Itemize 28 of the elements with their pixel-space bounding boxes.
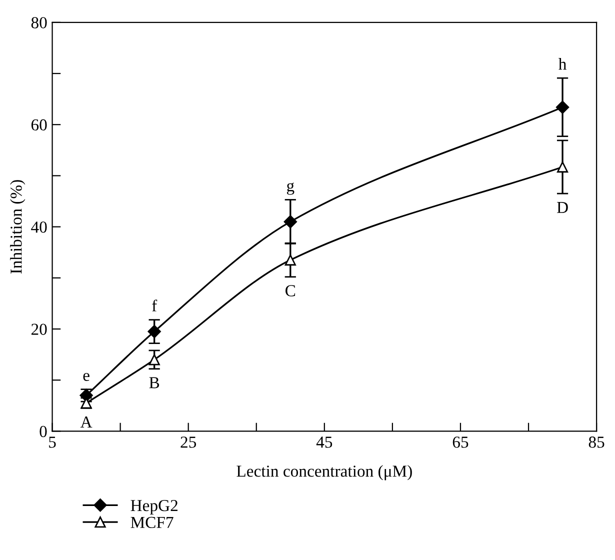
annotation: B xyxy=(149,377,160,388)
y-axis-title: Inhibition (%) xyxy=(10,180,26,274)
point xyxy=(556,100,570,114)
annotation: h xyxy=(558,58,566,70)
annotation: D xyxy=(556,202,568,213)
y-tick-label: 40 xyxy=(31,222,47,233)
annotation: C xyxy=(286,285,296,296)
y-tick-label: 20 xyxy=(31,324,47,335)
point xyxy=(284,254,296,266)
x-tick-label: 65 xyxy=(452,436,468,448)
x-tick-label: 25 xyxy=(180,436,196,448)
annotation: g xyxy=(286,182,294,195)
y-tick-label: 0 xyxy=(40,426,47,438)
annotation: f xyxy=(152,300,158,312)
annotation: e xyxy=(83,372,90,381)
point xyxy=(556,161,568,173)
point xyxy=(284,215,297,228)
point xyxy=(148,324,161,338)
point xyxy=(148,354,160,366)
legend-label: MCF7 xyxy=(130,516,174,528)
x-tick-label: 5 xyxy=(49,436,56,448)
legend-label: HepG2 xyxy=(130,500,178,515)
x-tick-label: 85 xyxy=(588,436,604,448)
y-tick-label: 80 xyxy=(31,17,47,28)
x-tick-label: 45 xyxy=(316,436,332,448)
y-tick-label: 60 xyxy=(31,119,47,131)
annotation: A xyxy=(80,416,92,428)
x-axis-title: Lectin concentration (μM) xyxy=(236,465,412,480)
